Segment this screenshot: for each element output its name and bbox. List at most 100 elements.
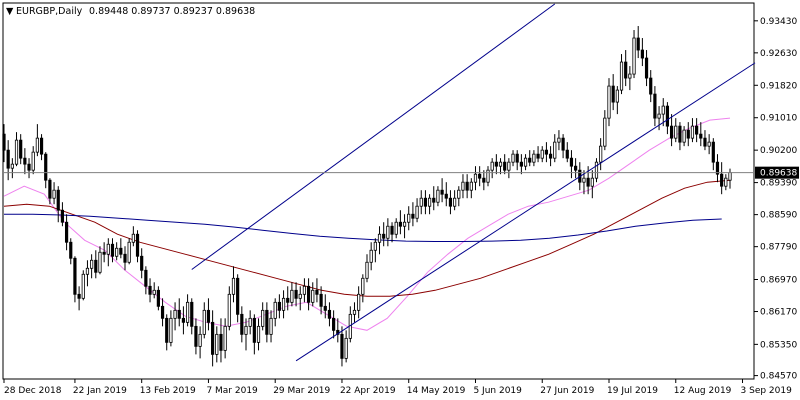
candle: [448, 190, 453, 215]
candle-body: [448, 197, 453, 207]
candle: [703, 130, 707, 151]
candle: [215, 326, 219, 363]
candle: [256, 318, 261, 351]
candle-body: [202, 309, 206, 335]
candle-body: [27, 163, 31, 171]
candle-body: [724, 177, 728, 187]
candle: [14, 132, 19, 167]
candle-body: [119, 247, 123, 255]
candle-body: [574, 165, 578, 171]
candle: [519, 154, 523, 175]
candle-body: [373, 241, 377, 251]
candle-body: [494, 161, 498, 167]
candle: [119, 238, 123, 259]
candle: [248, 310, 252, 335]
candle: [528, 150, 532, 167]
candle-body: [219, 333, 223, 351]
candle: [628, 66, 632, 91]
candle-body: [344, 337, 348, 359]
candle-body: [52, 189, 56, 199]
candle: [31, 146, 35, 175]
x-tick-label: 28 Dec 2018: [4, 386, 62, 396]
candle-body: [728, 172, 732, 181]
candle-body: [323, 305, 327, 311]
candle: [686, 122, 690, 147]
candle: [569, 150, 574, 179]
x-tick-label: 19 Jul 2019: [607, 386, 658, 396]
candle: [290, 282, 294, 307]
candle: [160, 298, 165, 327]
channel-upper[interactable]: [191, 3, 556, 270]
candle-body: [102, 251, 106, 255]
candle: [523, 154, 528, 171]
candle: [536, 146, 540, 163]
candle-body: [532, 153, 536, 163]
collapse-arrow-icon[interactable]: ▼: [6, 6, 14, 17]
candle-body: [699, 133, 703, 139]
candle: [532, 150, 536, 167]
candle: [699, 122, 703, 147]
candle: [473, 166, 478, 191]
x-tick-label: 14 May 2019: [407, 386, 466, 396]
candle: [135, 230, 140, 263]
candle-body: [277, 301, 281, 311]
candle-body: [44, 153, 48, 181]
candle: [574, 158, 578, 179]
candle-body: [503, 161, 507, 171]
candle: [190, 298, 194, 335]
candle: [469, 178, 473, 199]
candle: [206, 298, 211, 331]
candle: [640, 38, 644, 67]
candle: [60, 202, 65, 227]
candle-body: [390, 225, 394, 235]
candle: [411, 202, 415, 227]
candle: [352, 302, 357, 323]
candle: [511, 150, 515, 167]
candle-body: [386, 225, 390, 239]
candle-body: [298, 293, 302, 299]
candle: [64, 214, 69, 251]
candle: [39, 134, 44, 161]
candle-body: [690, 125, 695, 139]
candle: [498, 158, 503, 175]
candle-body: [173, 309, 177, 319]
y-tick-label: 0.89390: [760, 179, 797, 189]
candle-body: [678, 125, 682, 143]
candle: [444, 182, 448, 207]
candle-body: [624, 61, 628, 79]
candle-body: [211, 321, 215, 355]
candle-body: [185, 301, 190, 323]
candle-body: [603, 117, 607, 147]
candle-body: [169, 317, 173, 343]
candle: [281, 290, 286, 319]
candle-body: [548, 153, 553, 159]
x-tick-label: 13 Feb 2019: [140, 386, 196, 396]
candle-body: [657, 113, 661, 119]
candles: [2, 26, 732, 367]
candle: [302, 278, 307, 303]
candle-body: [311, 289, 315, 303]
candle: [632, 30, 636, 79]
candle: [599, 138, 603, 171]
candle-body: [81, 273, 85, 299]
candle-body: [665, 105, 670, 127]
candle-body: [669, 125, 674, 139]
candle: [311, 282, 315, 307]
ma-slow-line: [4, 213, 722, 242]
candle-body: [632, 37, 636, 75]
ohlc-values: 0.89448 0.89737 0.89237 0.89638: [89, 6, 255, 17]
candle-body: [478, 173, 482, 179]
candle: [661, 98, 665, 127]
candle: [695, 118, 699, 143]
candle-body: [256, 325, 261, 343]
candle-body: [490, 161, 494, 171]
channel-lower[interactable]: [295, 62, 756, 362]
candle: [711, 138, 715, 171]
ma-fast-line: [3, 117, 731, 331]
y-tick-label: 0.93430: [760, 17, 797, 27]
candle-body: [327, 309, 332, 319]
candle-body: [227, 293, 231, 327]
candle: [603, 110, 607, 151]
candle-body: [306, 285, 311, 303]
